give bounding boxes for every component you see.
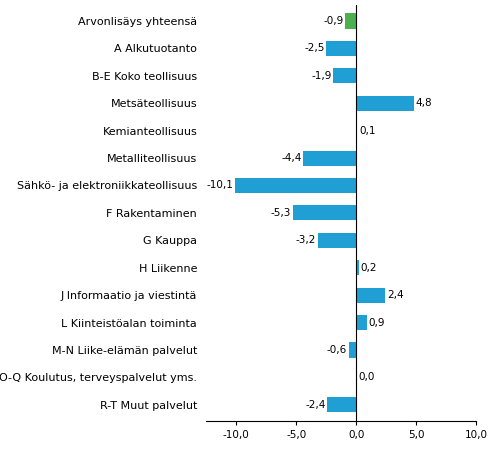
Text: -0,9: -0,9 [324,16,344,26]
Text: 2,4: 2,4 [387,290,404,300]
Text: -1,9: -1,9 [311,71,331,81]
Bar [356,123,357,138]
Bar [327,397,356,412]
Text: -2,4: -2,4 [305,400,326,410]
Bar [293,205,356,221]
Bar [356,315,367,330]
Bar [326,41,356,56]
Text: 0,9: 0,9 [369,318,385,328]
Bar [356,260,358,275]
Bar [333,68,356,83]
Bar [356,288,385,303]
Text: 4,8: 4,8 [416,98,432,108]
Bar [235,178,356,193]
Text: 0,2: 0,2 [360,263,377,273]
Text: -2,5: -2,5 [304,43,325,53]
Text: -3,2: -3,2 [296,235,316,246]
Text: -10,1: -10,1 [206,180,233,191]
Text: 0,0: 0,0 [358,372,375,382]
Text: -4,4: -4,4 [281,153,301,163]
Text: 0,1: 0,1 [359,125,376,135]
Text: -0,6: -0,6 [327,345,347,355]
Bar [356,96,414,111]
Text: -5,3: -5,3 [271,208,291,218]
Bar [346,14,356,29]
Bar [303,150,356,166]
Bar [349,342,356,357]
Bar [318,233,356,248]
